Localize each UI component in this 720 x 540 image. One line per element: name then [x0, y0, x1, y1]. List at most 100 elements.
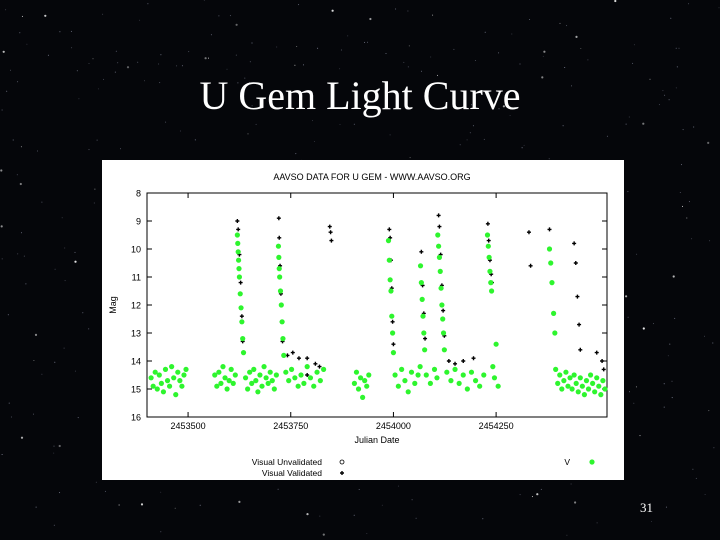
star	[466, 139, 468, 141]
data-point	[259, 383, 265, 389]
star	[331, 9, 334, 12]
data-point	[592, 389, 598, 395]
star	[385, 53, 387, 54]
data-point	[292, 375, 298, 381]
star	[19, 182, 22, 186]
data-point	[439, 302, 445, 308]
data-point	[339, 459, 345, 465]
star	[238, 500, 241, 503]
data-point	[573, 261, 578, 265]
star	[139, 19, 141, 21]
data-point	[567, 375, 573, 381]
data-point	[446, 359, 451, 363]
star	[95, 481, 97, 483]
data-point	[238, 305, 244, 311]
data-point	[392, 372, 398, 378]
data-point	[594, 375, 600, 381]
data-point	[557, 372, 563, 378]
data-point	[436, 243, 442, 249]
star	[542, 55, 544, 57]
star	[523, 144, 525, 146]
data-point	[495, 383, 501, 389]
star	[322, 533, 325, 536]
star	[665, 506, 667, 508]
data-point	[436, 254, 443, 260]
star	[247, 133, 249, 135]
data-point	[390, 319, 395, 324]
star	[482, 518, 484, 520]
data-point	[548, 260, 554, 266]
data-point	[408, 369, 415, 375]
data-point	[166, 383, 173, 389]
y-tick-label: 8	[136, 189, 141, 199]
data-point	[247, 369, 253, 375]
data-point	[528, 263, 533, 268]
star	[663, 406, 665, 408]
star	[21, 15, 23, 17]
star	[26, 43, 28, 45]
star	[403, 61, 405, 63]
star	[339, 124, 341, 125]
data-point	[276, 266, 282, 272]
data-point	[307, 375, 314, 381]
star	[118, 504, 120, 506]
data-point	[486, 254, 492, 260]
data-point	[283, 369, 289, 375]
star	[235, 54, 237, 56]
star	[642, 122, 645, 125]
data-point	[271, 386, 277, 392]
data-point	[236, 266, 242, 272]
x-tick-label: 2454250	[479, 421, 514, 431]
star	[59, 31, 61, 33]
star	[675, 47, 677, 49]
star	[662, 90, 664, 92]
data-point	[460, 372, 466, 378]
data-point	[435, 232, 441, 238]
star	[459, 144, 461, 146]
star	[181, 65, 183, 67]
star	[126, 66, 130, 69]
star	[649, 78, 651, 80]
star	[147, 3, 149, 5]
star	[632, 62, 634, 64]
data-point	[263, 375, 269, 381]
star	[21, 232, 22, 234]
chart-title: AAVSO DATA FOR U GEM - WWW.AAVSO.ORG	[273, 172, 470, 182]
star	[88, 149, 90, 151]
star	[408, 45, 410, 47]
star	[249, 61, 251, 63]
star	[20, 436, 24, 439]
data-point	[589, 459, 595, 465]
data-point	[236, 227, 241, 232]
star	[509, 115, 511, 116]
data-point	[583, 378, 590, 384]
star	[0, 225, 3, 228]
data-point	[286, 378, 292, 384]
data-point	[314, 369, 320, 375]
star	[76, 70, 78, 72]
data-point	[226, 378, 232, 384]
data-point	[281, 352, 287, 358]
star	[670, 17, 672, 19]
data-point	[234, 232, 240, 238]
data-point	[230, 380, 236, 386]
star	[244, 77, 246, 79]
data-point	[468, 369, 475, 375]
star	[672, 275, 675, 278]
star	[296, 46, 298, 47]
data-point	[298, 372, 304, 378]
star	[92, 58, 94, 60]
data-point	[549, 280, 555, 286]
star	[53, 524, 55, 526]
star	[140, 503, 144, 506]
data-point	[555, 380, 561, 386]
y-tick-label: 16	[131, 413, 141, 423]
data-point	[214, 383, 220, 389]
star	[707, 141, 710, 144]
star	[653, 323, 654, 325]
star	[235, 23, 238, 26]
star	[25, 283, 27, 285]
star	[498, 108, 500, 110]
data-point	[276, 216, 281, 221]
star	[432, 14, 434, 16]
